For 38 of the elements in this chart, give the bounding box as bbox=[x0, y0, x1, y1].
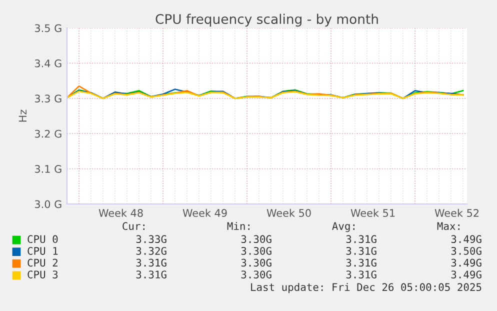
text: 3.49G bbox=[451, 270, 482, 278]
y-tick-label: 3.5 G bbox=[34, 24, 62, 32]
text: Max: bbox=[437, 222, 460, 230]
chart-title: CPU frequency scaling - by month bbox=[156, 14, 378, 27]
legend-label: CPU 2 bbox=[28, 258, 58, 267]
text: 3.33G bbox=[136, 235, 166, 244]
legend-label: CPU 3 bbox=[28, 270, 58, 278]
x-tick-label: Week 52 bbox=[434, 208, 479, 217]
text: 3.31G bbox=[136, 258, 166, 267]
text: Cur: bbox=[122, 222, 144, 230]
text: 3.50G bbox=[451, 246, 482, 255]
legend-label: CPU 0 bbox=[28, 235, 58, 244]
text: 3.49G bbox=[451, 258, 482, 267]
text: Min: bbox=[227, 222, 250, 230]
x-tick-label: Week 49 bbox=[182, 208, 227, 217]
text: 3.32G bbox=[136, 246, 166, 255]
y-tick-label: 3.3 G bbox=[34, 94, 62, 103]
text: 3.30G bbox=[241, 258, 272, 267]
text: 3.30G bbox=[241, 235, 272, 244]
y-tick-label: 3.0 G bbox=[34, 200, 62, 208]
text: 3.31G bbox=[346, 270, 376, 278]
text: 3.31G bbox=[136, 270, 166, 278]
text: 3.31G bbox=[346, 246, 376, 255]
y-tick-label: 3.4 G bbox=[34, 59, 62, 68]
text: 3.30G bbox=[241, 270, 272, 278]
y-axis-title: Hz bbox=[18, 110, 26, 122]
text: 3.49G bbox=[451, 235, 482, 244]
y-tick-label: 3.2 G bbox=[34, 130, 62, 138]
text: 3.30G bbox=[241, 246, 272, 255]
x-tick-label: Week 51 bbox=[350, 208, 395, 217]
text: Last update: Fri Dec 26 05:00:05 2025 bbox=[251, 282, 482, 294]
text: 3.31G bbox=[346, 258, 376, 267]
x-tick-label: Week 48 bbox=[98, 208, 143, 217]
text: Avg: bbox=[332, 222, 354, 232]
legend-label: CPU 1 bbox=[28, 246, 58, 255]
x-tick-label: Week 50 bbox=[266, 208, 311, 217]
text: 3.31G bbox=[346, 235, 376, 244]
y-tick-label: 3.1 G bbox=[34, 165, 62, 173]
